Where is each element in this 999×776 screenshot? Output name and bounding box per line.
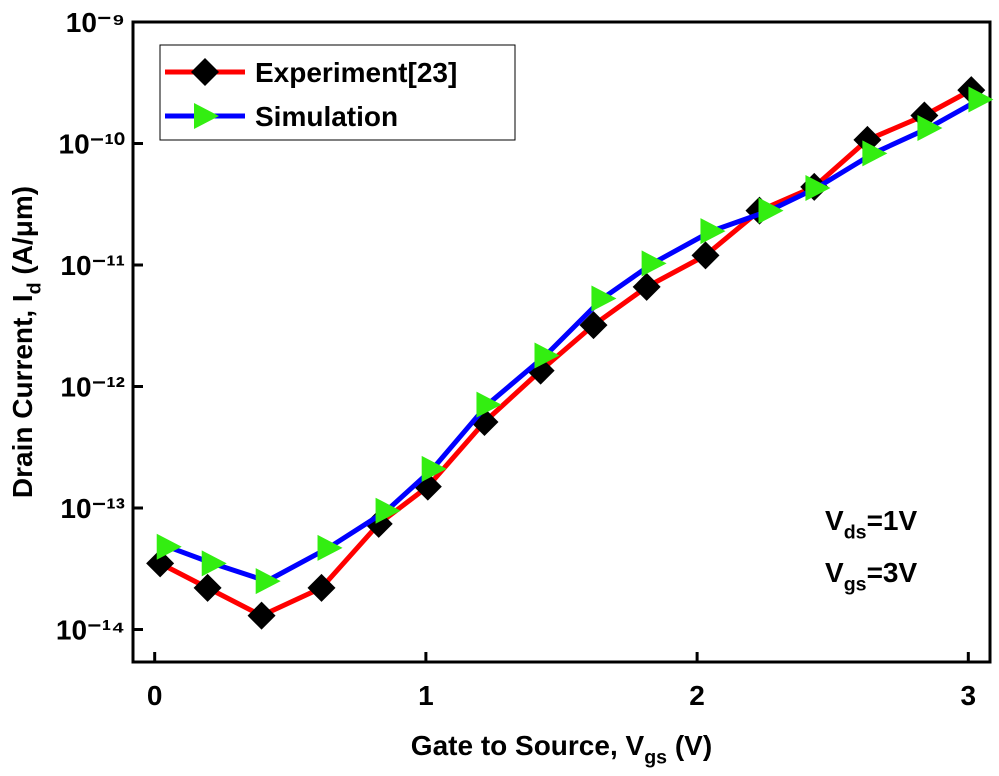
marker: [255, 568, 281, 595]
y-axis-label-part: Drain Current, I: [7, 294, 38, 498]
plot-frame: [131, 20, 992, 664]
y-tick-label: 10⁻¹⁴: [56, 614, 125, 645]
y-tick-label: 10⁻⁹: [66, 7, 125, 38]
marker: [591, 285, 617, 312]
marker: [534, 342, 560, 369]
marker: [805, 175, 831, 202]
marker: [156, 533, 182, 560]
legend-marker: [191, 58, 219, 86]
y-tick-label: 10⁻¹¹: [60, 250, 125, 281]
marker: [968, 86, 994, 113]
x-axis-label-part: (V): [667, 730, 712, 761]
legend-marker: [194, 103, 219, 129]
marker: [193, 573, 222, 602]
annotation-part: V: [825, 505, 844, 536]
marker: [421, 455, 447, 482]
marker: [632, 272, 661, 301]
x-tick-label: 3: [961, 680, 977, 711]
marker: [476, 391, 502, 418]
annotation: Vgs=3V: [825, 557, 917, 595]
legend-box: [159, 44, 516, 141]
y-tick-label: 10⁻¹³: [60, 493, 125, 524]
x-axis-label-part: gs: [644, 746, 667, 768]
x-tick-label: 2: [689, 680, 705, 711]
marker: [375, 497, 401, 524]
marker: [641, 250, 667, 277]
annotation-part: =1V: [867, 505, 918, 536]
marker: [307, 573, 336, 602]
y-tick-label: 10⁻¹²: [60, 371, 125, 402]
marker: [247, 601, 276, 630]
x-tick-label: 0: [147, 680, 163, 711]
y-tick-label: 10⁻¹⁰: [59, 128, 125, 159]
annotation-part: ds: [844, 521, 867, 543]
annotation-part: gs: [844, 573, 867, 595]
annotation-part: V: [825, 557, 844, 588]
legend-label: Simulation: [255, 101, 398, 132]
x-axis-label-part: Gate to Source, V: [411, 730, 645, 761]
y-axis-label-part: d: [23, 282, 45, 294]
marker: [146, 549, 175, 578]
y-axis-label-part: (A/μm): [7, 186, 38, 282]
marker: [700, 218, 726, 245]
annotation-part: =3V: [867, 557, 918, 588]
marker: [201, 550, 227, 577]
x-axis-label: Gate to Source, Vgs (V): [411, 730, 712, 768]
y-axis-label: Drain Current, Id (A/μm): [7, 186, 45, 498]
marker: [862, 140, 888, 167]
annotation: Vds=1V: [825, 505, 917, 543]
legend-label: Experiment[23]: [255, 57, 457, 88]
series-line: [158, 87, 973, 619]
marker: [917, 115, 943, 142]
marker: [691, 241, 720, 270]
marker: [317, 534, 343, 561]
series-line: [166, 97, 981, 584]
marker: [758, 197, 784, 224]
marker: [579, 311, 608, 340]
x-tick-label: 1: [418, 680, 434, 711]
